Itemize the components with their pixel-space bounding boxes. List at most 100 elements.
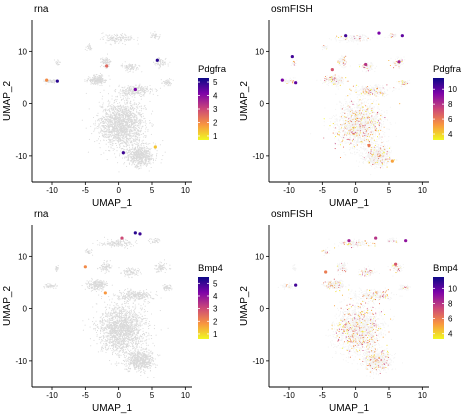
- colorbar-tick-label: 5: [213, 78, 218, 87]
- expression-point: [364, 62, 368, 67]
- colorbar-tick-label: 3: [213, 305, 218, 314]
- x-tick-label: 0: [353, 391, 358, 400]
- colorbar-tick-label: 1: [213, 132, 218, 141]
- expression-point: [367, 143, 371, 148]
- x-tick-label: -5: [319, 391, 327, 400]
- x-tick-label: -5: [82, 186, 90, 195]
- colorbar-tick-label: 8: [448, 299, 453, 308]
- legend: Pdgfra 1 2 3 4 5: [198, 64, 227, 141]
- x-axis-title: UMAP_1: [329, 403, 369, 414]
- x-tick-label: -10: [46, 186, 58, 195]
- x-tick-label: 5: [387, 391, 392, 400]
- colorbar-tick-label: 3: [213, 105, 218, 114]
- x-axis-title: UMAP_1: [329, 198, 369, 209]
- cell-points: [281, 33, 411, 176]
- expression-point: [83, 265, 87, 269]
- y-axis-title: UMAP_2: [239, 81, 250, 121]
- expression-point: [294, 81, 298, 85]
- y-tick-label: -10: [15, 357, 27, 366]
- x-axis-title: UMAP_1: [92, 198, 132, 209]
- colorbar-tick-label: 10: [448, 85, 457, 94]
- expression-point: [290, 54, 294, 59]
- colorbar-tick-label: 6: [448, 115, 453, 124]
- y-axis-title: UMAP_2: [239, 286, 250, 326]
- y-axis-title: UMAP_2: [2, 81, 13, 121]
- colorbar-tick-label: 4: [448, 330, 453, 339]
- expression-point: [377, 31, 381, 35]
- expression-point: [394, 262, 398, 266]
- y-tick-label: 10: [255, 252, 264, 261]
- legend: Pdgfra 4 6 8 10: [433, 64, 462, 140]
- panel-title: osmFISH: [271, 4, 313, 15]
- y-tick-label: 0: [23, 305, 28, 314]
- x-tick-label: 10: [418, 391, 427, 400]
- legend-title: Pdgfra: [198, 64, 227, 75]
- expression-point: [397, 60, 401, 64]
- y-tick-label: -10: [252, 152, 264, 161]
- colorbar: [433, 277, 444, 339]
- legend-title: Pdgfra: [433, 64, 462, 75]
- colorbar-tick-label: 4: [213, 292, 218, 301]
- expression-point: [324, 270, 328, 274]
- y-tick-label: 0: [260, 100, 265, 109]
- umap-panel: rna -10 -5 0 5 10 -10 0 10 UMAP_1 UMAP_2 Pdgfra 1 2 3 4…: [2, 4, 227, 209]
- y-axis-title: UMAP_2: [2, 286, 13, 326]
- x-tick-label: 0: [116, 391, 121, 400]
- expression-point: [294, 283, 298, 287]
- expression-point: [120, 236, 124, 240]
- colorbar-tick-label: 10: [448, 284, 457, 293]
- x-tick-label: -5: [319, 186, 327, 195]
- x-tick-label: 5: [387, 186, 392, 195]
- colorbar: [198, 277, 209, 339]
- expression-point: [133, 231, 137, 235]
- expression-point: [138, 232, 142, 236]
- x-tick-label: 10: [181, 391, 190, 400]
- expression-point: [133, 87, 137, 92]
- expression-point: [404, 239, 408, 243]
- expression-point: [344, 34, 348, 38]
- y-tick-label: 0: [260, 305, 265, 314]
- y-tick-label: 0: [23, 100, 28, 109]
- x-tick-label: -10: [283, 391, 295, 400]
- colorbar-tick-label: 4: [213, 92, 218, 101]
- colorbar: [198, 78, 209, 140]
- y-tick-label: 10: [255, 47, 264, 56]
- y-tick-label: 10: [18, 252, 27, 261]
- expression-point: [390, 159, 394, 163]
- colorbar-tick-label: 2: [213, 317, 218, 326]
- umap-panel: osmFISH -10 -5 0 5 10 -10 0 10 UMAP_1 UMAP_2 Pdgfra…: [239, 4, 462, 209]
- expression-point: [280, 78, 284, 82]
- panel-title: rna: [34, 209, 49, 220]
- cell-points: [43, 236, 173, 379]
- y-tick-label: 10: [18, 47, 27, 56]
- cell-points: [43, 31, 174, 173]
- colorbar-tick-label: 6: [448, 315, 453, 324]
- legend: Bmp4 4 6 8 10: [433, 263, 458, 339]
- x-tick-label: -5: [82, 391, 90, 400]
- colorbar-tick-label: 1: [213, 330, 218, 339]
- panel-title: rna: [34, 4, 49, 15]
- x-tick-label: 5: [150, 391, 155, 400]
- x-tick-label: 0: [353, 186, 358, 195]
- expression-point: [121, 151, 125, 155]
- expression-point: [103, 291, 107, 295]
- cell-points: [277, 237, 411, 379]
- x-tick-label: -10: [283, 186, 295, 195]
- legend: Bmp4 1 2 3 4 5: [198, 263, 223, 339]
- expression-point: [153, 145, 157, 149]
- expression-point: [374, 236, 378, 240]
- x-tick-label: 10: [181, 186, 190, 195]
- y-tick-label: -10: [252, 357, 264, 366]
- x-tick-label: 0: [116, 186, 121, 195]
- x-tick-label: 10: [418, 186, 427, 195]
- umap-panel: osmFISH -10 -5 0 5 10 -10 0 10 UMAP_1 UMAP_2 Bmp4 4 6…: [239, 209, 458, 414]
- expression-point: [55, 79, 59, 83]
- y-tick-label: -10: [15, 152, 27, 161]
- x-tick-label: 5: [150, 186, 155, 195]
- expression-point: [105, 64, 109, 68]
- expression-point: [45, 78, 49, 82]
- colorbar-tick-label: 5: [213, 279, 218, 288]
- expression-point: [347, 239, 351, 243]
- x-axis-title: UMAP_1: [92, 403, 132, 414]
